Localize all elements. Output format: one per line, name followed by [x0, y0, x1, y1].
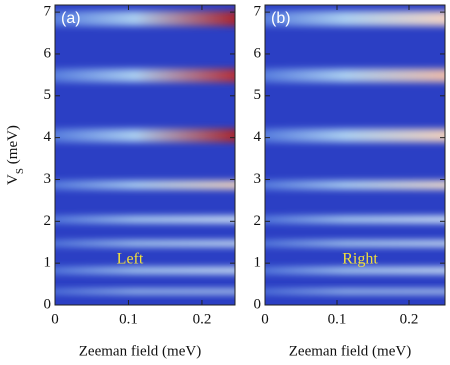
annotation: Right [342, 251, 378, 268]
stripe [265, 215, 445, 224]
panel-label: (b) [271, 10, 291, 27]
stripe [265, 68, 445, 83]
x-tick-label: 0 [261, 311, 269, 327]
heatmap-background [265, 5, 445, 305]
y-tick-label: 4 [44, 129, 52, 145]
heatmap [265, 5, 445, 305]
stripe [265, 11, 445, 26]
x-tick-label: 0.1 [119, 311, 138, 327]
x-tick-label: 0.2 [193, 311, 212, 327]
y-tick-label: 0 [44, 296, 52, 312]
stripe [265, 240, 445, 247]
x-tick-label: 0 [51, 311, 59, 327]
x-tick-label: 0.1 [328, 311, 347, 327]
stripe [55, 68, 235, 83]
y-axis-label-part: V [5, 174, 21, 185]
y-tick-label: 2 [254, 213, 262, 229]
y-tick-label: 7 [254, 4, 262, 20]
x-tick-label: 0.2 [400, 311, 419, 327]
stripe [55, 11, 235, 26]
y-tick-label: 6 [254, 45, 262, 61]
stripe [55, 180, 235, 190]
y-axis-label-part: S [14, 168, 26, 174]
x-axis-label: Zeeman field (meV) [79, 343, 201, 359]
stripe [265, 288, 445, 295]
y-tick-label: 3 [44, 171, 52, 187]
y-axis-label-part: (meV) [5, 125, 21, 168]
y-tick-label: 1 [254, 255, 262, 271]
x-axis-label: Zeeman field (meV) [289, 343, 411, 359]
stripe [265, 128, 445, 143]
heatmap-background [55, 5, 235, 305]
plot-frame [264, 4, 446, 306]
stripe [265, 180, 445, 190]
y-tick-label: 4 [254, 129, 262, 145]
stripe [55, 128, 235, 143]
stripe [55, 288, 235, 295]
annotation: Left [117, 251, 144, 268]
y-tick-label: 7 [44, 4, 52, 20]
y-tick-label: 2 [44, 213, 52, 229]
stripe [55, 215, 235, 224]
heatmap [55, 5, 235, 305]
y-tick-label: 6 [44, 45, 52, 61]
stripe [265, 266, 445, 275]
panel-label: (a) [61, 10, 81, 27]
y-tick-label: 5 [254, 87, 262, 103]
y-tick-label: 5 [44, 87, 52, 103]
stripe [55, 240, 235, 247]
stripe [55, 266, 235, 275]
y-tick-label: 1 [44, 255, 52, 271]
y-axis-label: VS (meV) [5, 125, 25, 185]
y-tick-label: 0 [254, 296, 262, 312]
plot-frame [54, 4, 236, 306]
y-tick-label: 3 [254, 171, 262, 187]
